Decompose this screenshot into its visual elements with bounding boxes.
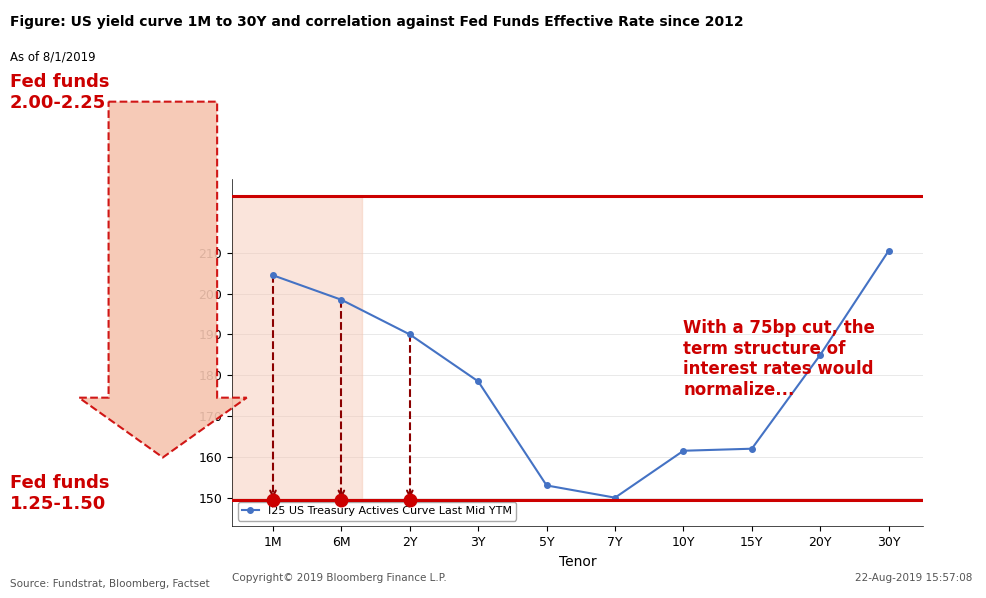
Text: Copyright© 2019 Bloomberg Finance L.P.: Copyright© 2019 Bloomberg Finance L.P. bbox=[232, 573, 447, 583]
Text: Figure: US yield curve 1M to 30Y and correlation against Fed Funds Effective Rat: Figure: US yield curve 1M to 30Y and cor… bbox=[10, 15, 742, 29]
Text: With a 75bp cut, the
term structure of
interest rates would
normalize...: With a 75bp cut, the term structure of i… bbox=[682, 319, 875, 399]
Legend: I25 US Treasury Actives Curve Last Mid YTM: I25 US Treasury Actives Curve Last Mid Y… bbox=[238, 502, 516, 521]
Text: Source: Fundstrat, Bloomberg, Factset: Source: Fundstrat, Bloomberg, Factset bbox=[10, 579, 209, 589]
Text: Fed funds
2.00-2.25: Fed funds 2.00-2.25 bbox=[10, 74, 109, 112]
X-axis label: Tenor: Tenor bbox=[558, 554, 596, 569]
Text: 22-Aug-2019 15:57:08: 22-Aug-2019 15:57:08 bbox=[854, 573, 971, 583]
Text: As of 8/1/2019: As of 8/1/2019 bbox=[10, 51, 96, 64]
Text: Fed funds
1.25-1.50: Fed funds 1.25-1.50 bbox=[10, 474, 109, 512]
